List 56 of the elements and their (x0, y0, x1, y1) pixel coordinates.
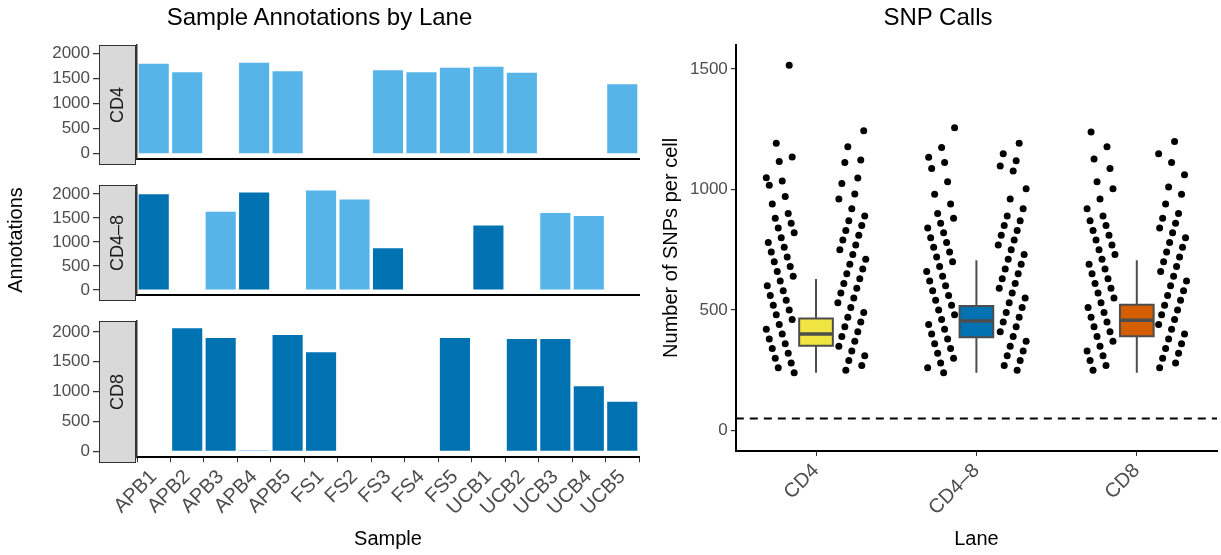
y-axis-title: Number of SNPs per cell (658, 137, 681, 358)
bar (439, 67, 470, 154)
x-tick-label: CD8 (1099, 458, 1144, 503)
y-tick-label: 500 (61, 411, 90, 431)
x-axis-title: Sample (354, 526, 422, 549)
bar (506, 72, 537, 154)
y-tick-label: 500 (61, 255, 90, 275)
bar (573, 386, 604, 451)
y-tick-label: 1000 (52, 381, 90, 401)
y-tick-label: 1500 (52, 207, 90, 227)
y-tick-label: 2000 (52, 183, 90, 203)
y-tick-label: 1000 (689, 179, 728, 199)
bar (239, 192, 270, 290)
y-axis-title: Annotations (3, 187, 26, 293)
y-tick-label: 500 (699, 299, 728, 319)
bar (306, 352, 337, 451)
bar (272, 71, 303, 154)
y-tick-label: 0 (80, 143, 90, 163)
x-tick-label: CD4 (778, 458, 823, 503)
bar (172, 328, 203, 451)
bar (372, 70, 404, 154)
bar (607, 401, 638, 451)
chart-title: Sample Annotations by Lane (166, 3, 473, 31)
bar (473, 225, 504, 290)
bar (205, 211, 236, 290)
y-tick-label: 500 (61, 118, 90, 138)
y-tick-label: 0 (80, 279, 90, 299)
y-tick-label: 1000 (52, 93, 90, 113)
y-tick-label: 0 (718, 420, 728, 440)
bar (205, 337, 236, 451)
y-tick-label: 0 (80, 441, 90, 461)
y-tick-label: 1500 (52, 351, 90, 371)
y-tick-label: 1000 (52, 231, 90, 251)
y-tick-label: 2000 (52, 321, 90, 341)
bar (339, 199, 370, 290)
y-tick-label: 2000 (52, 43, 90, 63)
bar (306, 190, 337, 290)
text: CD4 (107, 86, 128, 123)
bar (607, 84, 638, 154)
bar (372, 248, 404, 290)
y-tick-label: 1500 (52, 68, 90, 88)
bar (506, 339, 537, 451)
x-axis-title: Lane (954, 526, 999, 549)
y-tick-label: 1500 (689, 58, 728, 78)
bar (272, 334, 303, 451)
bar (239, 62, 270, 154)
bar (406, 72, 437, 154)
bar (540, 213, 571, 290)
bar (473, 66, 504, 154)
text: CD8 (107, 374, 128, 411)
chart-title: SNP Calls (883, 3, 993, 31)
bar (540, 339, 571, 451)
bar (172, 72, 203, 154)
bar (573, 215, 604, 290)
bar (439, 337, 470, 451)
text: CD4–8 (107, 214, 128, 271)
